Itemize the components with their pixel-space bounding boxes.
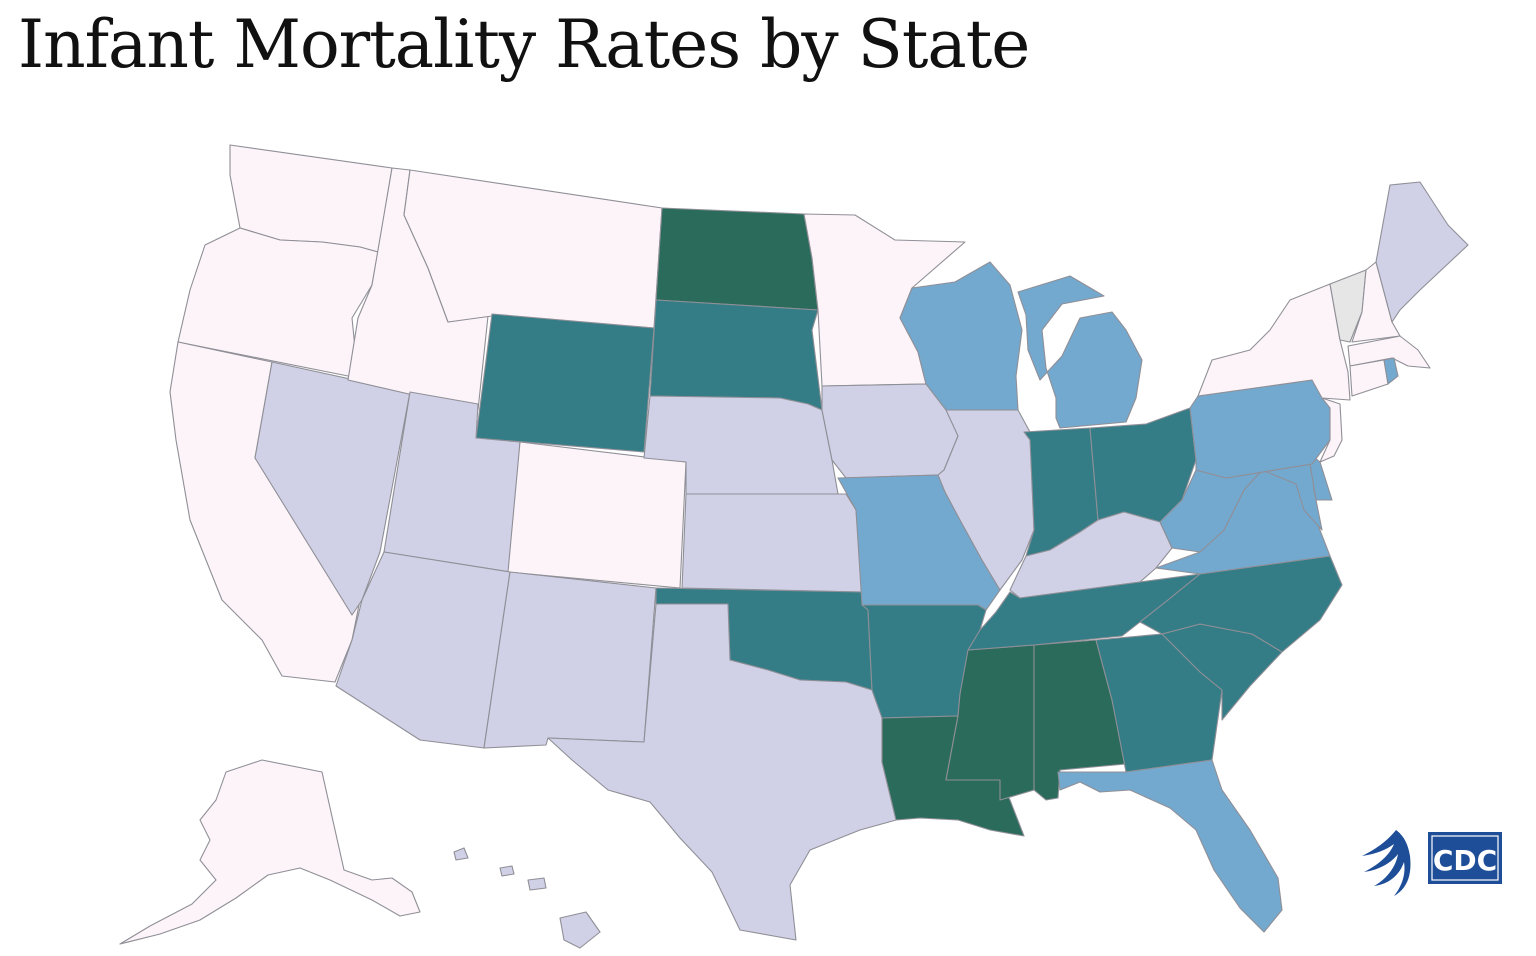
hhs-eagle-icon xyxy=(1362,830,1411,896)
state-AK[interactable] xyxy=(119,759,421,945)
state-TN[interactable] xyxy=(967,573,1201,651)
state-SD[interactable] xyxy=(649,299,823,411)
state-WI[interactable] xyxy=(899,261,1023,411)
state-ND[interactable] xyxy=(655,207,819,311)
state-CT[interactable] xyxy=(1349,359,1389,397)
state-VT[interactable] xyxy=(1329,269,1367,343)
state-KS[interactable] xyxy=(681,493,863,593)
state-FL[interactable] xyxy=(1057,759,1283,933)
state-WY[interactable] xyxy=(475,313,655,453)
state-NM[interactable] xyxy=(483,571,657,749)
state-MT[interactable] xyxy=(403,169,663,329)
cdc-logo-icon: CDC xyxy=(1428,832,1502,884)
state-MI[interactable] xyxy=(1017,275,1143,429)
state-CO[interactable] xyxy=(507,441,687,589)
state-NE[interactable] xyxy=(643,395,839,495)
state-NC[interactable] xyxy=(1139,555,1343,653)
svg-text:CDC: CDC xyxy=(1433,844,1497,877)
state-TX[interactable] xyxy=(547,603,897,941)
state-NJ[interactable] xyxy=(1319,397,1343,463)
logos-group: CDC xyxy=(1362,830,1502,896)
state-HI[interactable] xyxy=(453,847,601,949)
map-title: Infant Mortality Rates by State xyxy=(18,6,1030,83)
state-ME[interactable] xyxy=(1375,181,1469,323)
state-OR[interactable] xyxy=(177,227,379,379)
state-RI[interactable] xyxy=(1383,357,1399,385)
state-NY[interactable] xyxy=(1197,283,1351,401)
